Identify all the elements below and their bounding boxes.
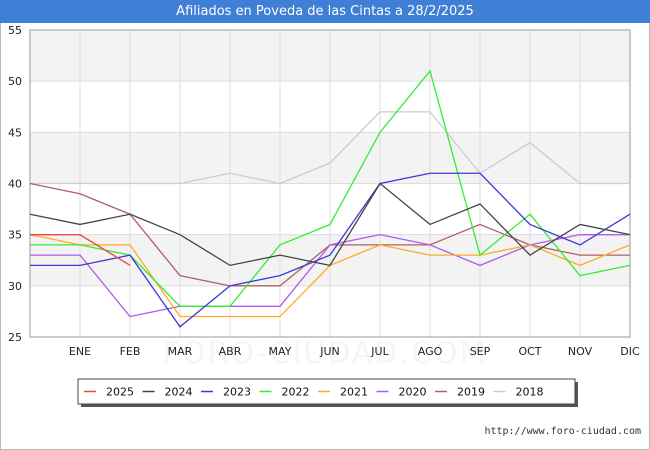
legend-label: 2019 [457,386,485,399]
series-line-2024 [29,182,631,267]
x-tick-label: ENE [69,345,91,358]
series-line-2023 [30,172,631,328]
series-line-2025 [30,234,131,266]
chart-title: Afiliados en Poveda de las Cintas a 28/2… [0,0,650,23]
legend-label: 2020 [399,386,427,399]
y-tick-label: 45 [8,126,22,139]
y-tick-label: 35 [8,229,22,242]
x-tick-label: OCT [518,345,541,358]
legend-label: 2021 [340,386,368,399]
x-tick-label: DIC [620,345,640,358]
legend-label: 2023 [223,386,251,399]
x-tick-label: NOV [568,345,593,358]
x-tick-label: JUN [319,345,340,358]
y-tick-label: 30 [8,280,22,293]
series-line-2018 [30,111,630,185]
y-tick-label: 55 [8,24,22,37]
x-tick-label: ABR [219,345,242,358]
x-tick-label: JUL [370,345,389,358]
legend-label: 2018 [516,386,544,399]
legend-label: 2024 [165,386,193,399]
legend-label: 2025 [106,386,134,399]
legend-label: 2022 [282,386,310,399]
x-tick-label: MAR [168,345,193,358]
x-tick-label: AGO [418,345,443,358]
y-tick-label: 50 [8,75,22,88]
x-tick-label: FEB [120,345,141,358]
y-tick-label: 40 [8,178,22,191]
x-tick-label: SEP [470,345,491,358]
y-tick-label: 25 [8,331,22,344]
x-tick-label: MAY [269,345,292,358]
watermark-text: FORO-CIUDAD.COM [162,336,488,371]
source-url: http://www.foro-ciudad.com [484,426,641,437]
